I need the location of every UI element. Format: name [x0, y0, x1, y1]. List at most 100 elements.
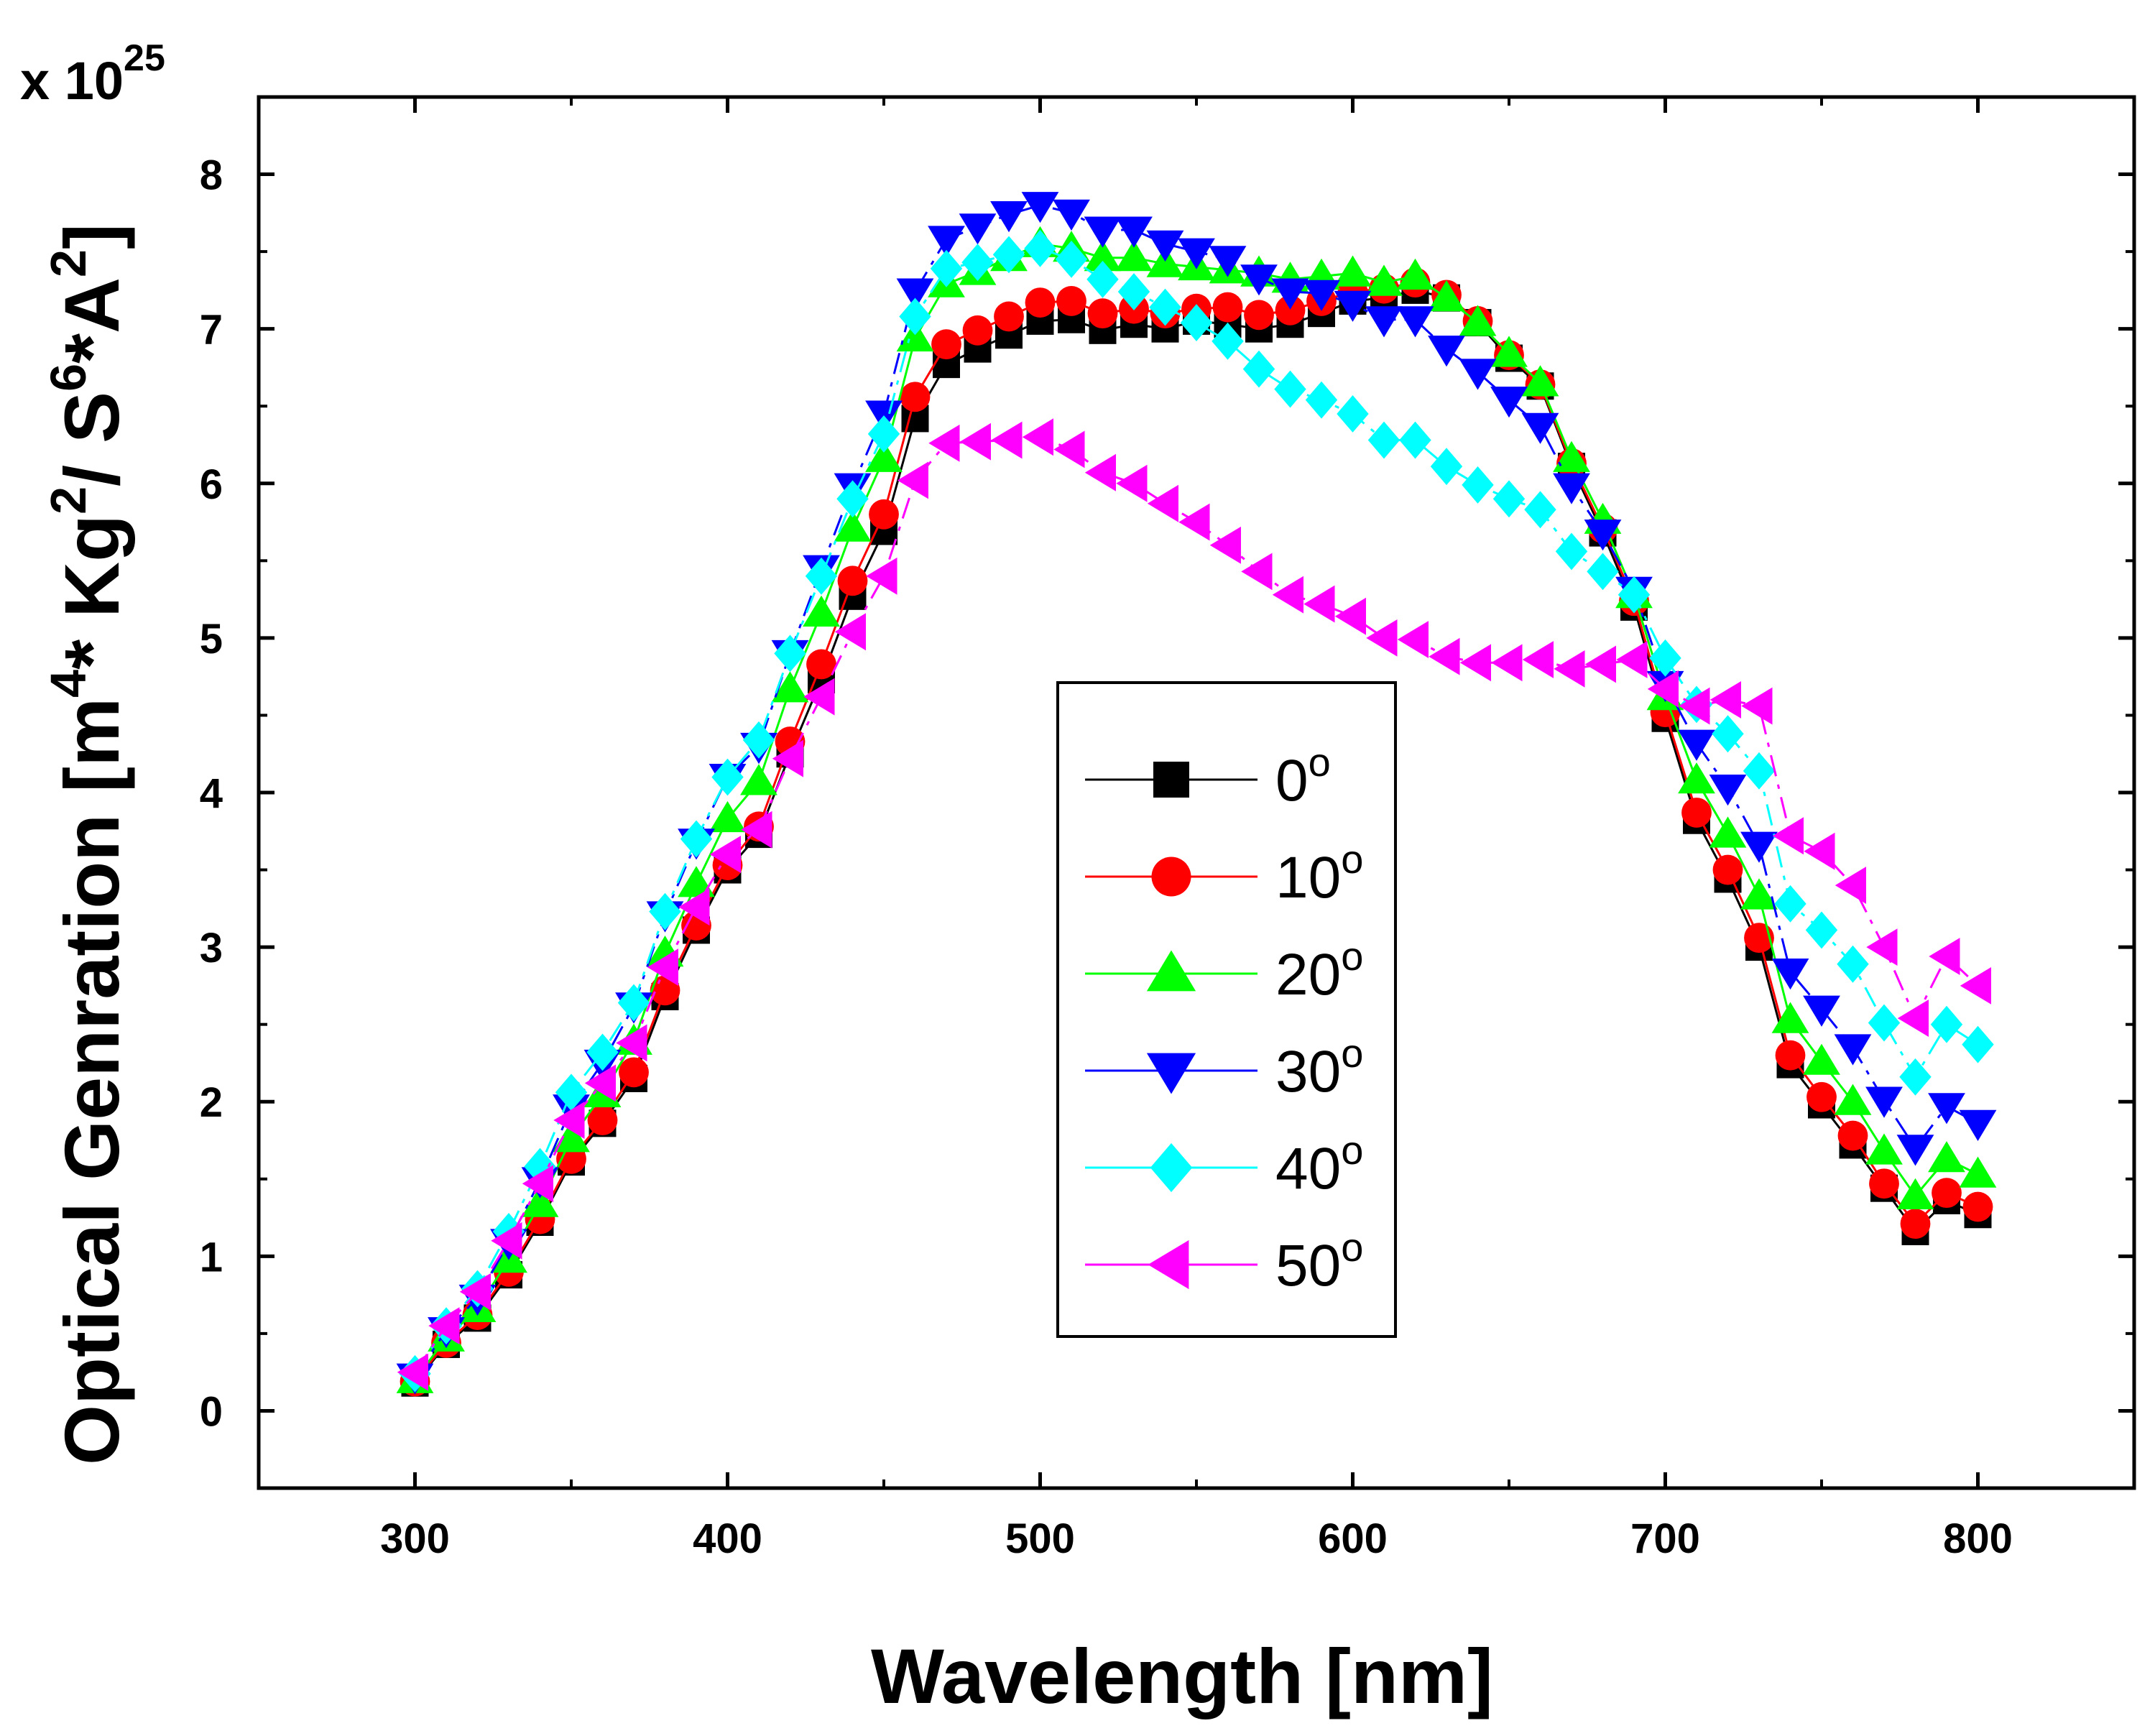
data-point — [1709, 816, 1747, 848]
y-axis-title-part: Optical Genration [m — [48, 698, 135, 1465]
data-point — [1428, 336, 1465, 367]
data-point — [1459, 305, 1497, 336]
data-point — [990, 201, 1028, 233]
legend-label-value: 50 — [1275, 1233, 1341, 1298]
data-point — [1115, 240, 1153, 272]
data-point — [1490, 336, 1528, 367]
legend-entry: 20o — [1085, 933, 1363, 1007]
series-40-deg — [399, 229, 1994, 1393]
data-point — [1334, 290, 1372, 322]
data-point — [866, 557, 897, 595]
data-point — [1553, 473, 1590, 504]
data-point — [1929, 938, 1960, 975]
data-point — [1212, 292, 1243, 323]
legend-entry: 10o — [1085, 836, 1363, 910]
y-tick-label: 2 — [200, 1079, 223, 1126]
data-point — [1932, 1178, 1962, 1209]
data-point — [1491, 644, 1523, 682]
data-point — [1959, 1109, 1997, 1141]
data-point — [1365, 264, 1403, 296]
data-point — [1584, 645, 1616, 683]
data-point — [1087, 298, 1118, 329]
legend-label-degree: o — [1309, 739, 1331, 785]
data-point — [1678, 762, 1715, 794]
y-tick-label: 7 — [200, 307, 223, 354]
data-point — [1649, 639, 1681, 677]
data-point — [619, 1057, 649, 1088]
x-tick-label: 800 — [1943, 1515, 2013, 1562]
data-point — [1086, 260, 1119, 298]
legend-label-value: 20 — [1275, 942, 1341, 1007]
data-point — [1428, 280, 1465, 312]
data-point — [992, 236, 1025, 274]
y-axis-title-sup: 2 — [40, 249, 96, 277]
data-point — [1180, 304, 1213, 341]
data-point — [771, 671, 809, 703]
data-point — [805, 557, 838, 595]
data-point — [1367, 421, 1400, 459]
data-point — [1209, 526, 1241, 564]
data-point — [897, 461, 928, 499]
data-point — [459, 1273, 491, 1311]
data-point — [772, 739, 803, 777]
data-point — [1240, 264, 1278, 296]
data-point — [1928, 1141, 1965, 1173]
data-point — [1803, 1043, 1840, 1075]
data-point — [491, 1222, 522, 1260]
data-point — [1959, 1156, 1997, 1188]
legend-label: 50o — [1275, 1224, 1363, 1298]
data-point — [1962, 1025, 1994, 1063]
y-axis-title-part: * Kg — [48, 514, 135, 670]
data-point — [1928, 1093, 1965, 1125]
data-point — [1834, 1084, 1872, 1115]
data-point — [397, 1353, 428, 1391]
data-point — [1396, 258, 1434, 290]
legend-label-degree: o — [1341, 1224, 1363, 1270]
data-point — [1618, 576, 1651, 614]
data-point — [900, 382, 931, 412]
data-point — [1021, 192, 1059, 223]
data-point — [834, 510, 872, 542]
data-point — [1116, 464, 1148, 502]
data-point — [647, 948, 678, 986]
data-point — [584, 1064, 616, 1102]
legend-label: 30o — [1275, 1030, 1363, 1104]
data-point — [1212, 322, 1244, 360]
data-point — [930, 249, 963, 287]
data-point — [553, 1121, 590, 1153]
legend-label-value: 30 — [1275, 1039, 1341, 1104]
data-point — [1429, 637, 1460, 675]
data-point — [1178, 503, 1210, 541]
y-axis-title-sup: 4 — [40, 670, 96, 698]
legend-label-value: 10 — [1275, 845, 1341, 910]
data-point — [1334, 255, 1372, 287]
data-point — [586, 1033, 619, 1071]
data-point — [1492, 480, 1526, 518]
data-point — [680, 820, 713, 858]
data-point — [649, 892, 681, 931]
data-point — [837, 565, 868, 596]
data-point — [1303, 280, 1340, 311]
data-point — [1271, 278, 1309, 310]
data-point — [678, 888, 710, 926]
y-tick-label: 0 — [200, 1388, 223, 1435]
data-point — [1178, 238, 1215, 269]
data-point — [1209, 246, 1247, 277]
x-tick-label: 400 — [693, 1515, 762, 1562]
data-point — [1803, 995, 1840, 1027]
series-layer — [396, 192, 1997, 1397]
legend-label-degree: o — [1341, 933, 1363, 979]
data-point — [1771, 1002, 1809, 1033]
data-point — [1303, 585, 1335, 623]
data-point — [1865, 1133, 1903, 1165]
y-axis-title-part: *A — [48, 277, 135, 364]
legend-label-degree: o — [1341, 836, 1363, 882]
data-point — [1244, 300, 1274, 331]
legend-label-degree: o — [1341, 1127, 1363, 1173]
y-tick-label: 1 — [200, 1234, 223, 1280]
data-point — [1679, 687, 1710, 725]
data-point — [1960, 967, 1991, 1005]
x-tick-label: 300 — [380, 1515, 450, 1562]
legend-entry: 0o — [1085, 739, 1331, 813]
